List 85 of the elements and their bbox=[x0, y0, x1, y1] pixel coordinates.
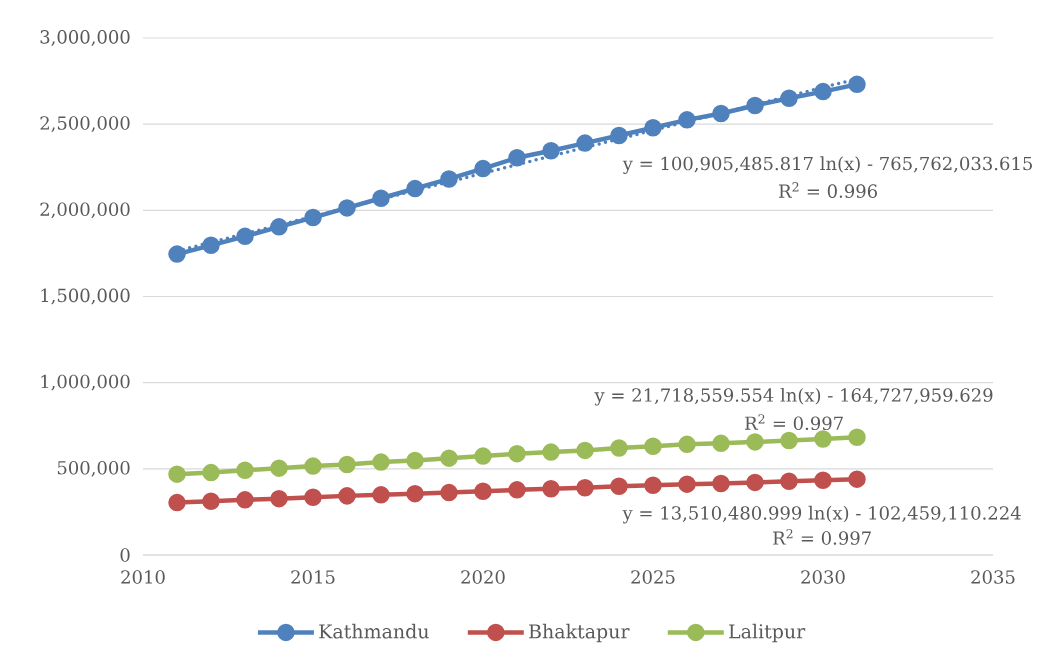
point bbox=[474, 447, 492, 465]
point bbox=[236, 491, 254, 509]
point bbox=[712, 104, 730, 123]
point bbox=[848, 428, 866, 447]
annotation: R$^{2}$ = 0.997 bbox=[773, 528, 871, 545]
point bbox=[678, 475, 696, 493]
point bbox=[270, 489, 288, 508]
x-tick-label: 2020 bbox=[461, 570, 505, 584]
x-tick-label: 2010 bbox=[121, 570, 165, 584]
point bbox=[576, 134, 594, 152]
point bbox=[678, 435, 696, 454]
point bbox=[576, 479, 594, 497]
point bbox=[304, 457, 322, 475]
point bbox=[746, 433, 764, 451]
point bbox=[474, 159, 492, 178]
point bbox=[746, 96, 764, 115]
x-tick-label: 2030 bbox=[801, 570, 845, 584]
point bbox=[746, 473, 764, 492]
point bbox=[780, 89, 798, 108]
point bbox=[780, 431, 798, 450]
point bbox=[372, 486, 390, 504]
annotation: y = 21,718,559.554 ln(x) - 164,727,959.629 bbox=[594, 387, 993, 406]
y-tick-label: 500,000 bbox=[57, 460, 130, 477]
point bbox=[712, 434, 730, 453]
point bbox=[372, 189, 390, 208]
y-tick-label: 0 bbox=[120, 548, 130, 562]
point bbox=[576, 441, 594, 460]
legend-label: Bhaktapur bbox=[529, 623, 630, 643]
point bbox=[338, 455, 356, 474]
point bbox=[610, 477, 628, 495]
point bbox=[202, 236, 220, 255]
point bbox=[304, 488, 322, 507]
point bbox=[372, 453, 390, 471]
point bbox=[304, 208, 322, 227]
y-tick-label: 2,500,000 bbox=[40, 116, 130, 133]
x-tick-label: 2015 bbox=[291, 570, 335, 584]
annotation: R$^{2}$ = 0.997 bbox=[745, 414, 843, 431]
point bbox=[644, 476, 662, 494]
point bbox=[168, 493, 186, 512]
y-tick-label: 3,000,000 bbox=[40, 30, 130, 46]
x-tick-label: 2035 bbox=[971, 570, 1015, 584]
point bbox=[610, 126, 628, 145]
point bbox=[406, 451, 424, 470]
point bbox=[406, 484, 424, 503]
annotation: y = 13,510,480.999 ln(x) - 102,459,110.224 bbox=[622, 505, 1021, 524]
point bbox=[542, 141, 560, 160]
y-tick-label: 2,000,000 bbox=[40, 202, 130, 219]
point bbox=[508, 481, 526, 499]
point bbox=[610, 439, 628, 457]
point bbox=[848, 470, 866, 488]
y-tick-label: 1,000,000 bbox=[41, 374, 130, 391]
point bbox=[270, 218, 288, 236]
point bbox=[270, 459, 288, 477]
point bbox=[440, 170, 458, 188]
point bbox=[542, 480, 560, 498]
annotation: R$^{2}$ = 0.996 bbox=[779, 182, 878, 198]
point bbox=[236, 461, 254, 479]
point bbox=[678, 111, 696, 129]
point bbox=[814, 82, 832, 101]
point bbox=[848, 75, 866, 94]
legend-label: Kathmandu bbox=[319, 623, 429, 639]
point bbox=[542, 443, 560, 461]
point bbox=[712, 474, 730, 493]
point bbox=[338, 199, 356, 217]
point bbox=[814, 471, 832, 489]
point bbox=[780, 472, 798, 490]
point bbox=[508, 444, 526, 463]
point bbox=[236, 227, 254, 246]
point bbox=[644, 437, 662, 455]
point bbox=[168, 465, 186, 483]
y-tick-label: 1,500,000 bbox=[41, 288, 130, 305]
point bbox=[474, 482, 492, 500]
annotation: y = 100,905,485.817 ln(x) - 765,762,033.615 bbox=[622, 156, 1032, 175]
point bbox=[644, 119, 662, 137]
legend-label: Lalitpur bbox=[729, 623, 806, 643]
point bbox=[814, 430, 832, 448]
point bbox=[202, 463, 220, 482]
point bbox=[202, 492, 220, 510]
point bbox=[440, 483, 458, 502]
point bbox=[338, 487, 356, 505]
x-tick-label: 2025 bbox=[631, 570, 675, 584]
point bbox=[440, 449, 458, 467]
point bbox=[406, 179, 424, 198]
point bbox=[168, 245, 186, 263]
point bbox=[508, 149, 526, 167]
